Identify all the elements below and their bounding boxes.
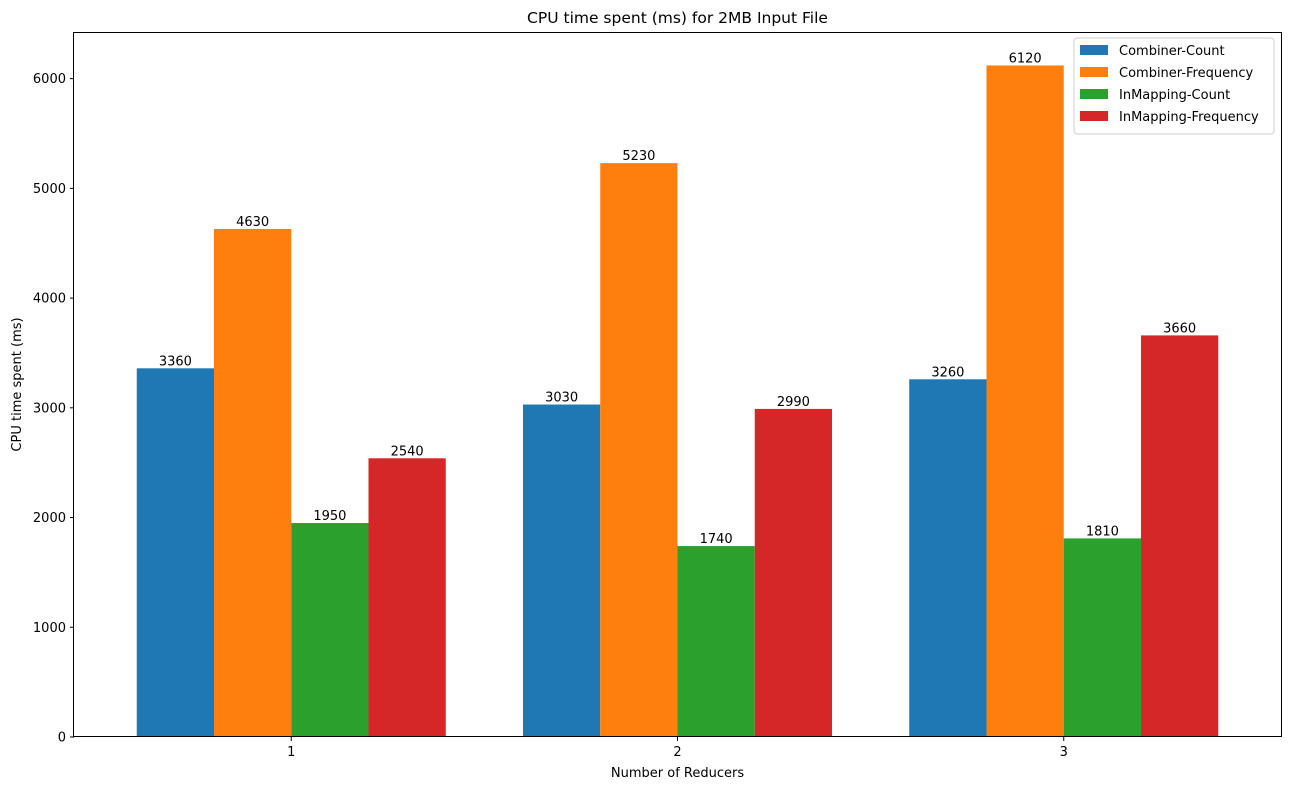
bar-inmapping-frequency-2 <box>754 408 832 737</box>
legend-swatch <box>1080 67 1108 77</box>
bar-combiner-frequency-1 <box>214 228 292 737</box>
y-tick-label: 6000 <box>33 72 66 87</box>
axes-frame <box>73 32 1282 737</box>
bar-inmapping-frequency-1 <box>368 458 446 737</box>
legend-label: InMapping-Frequency <box>1119 110 1259 125</box>
bar-inmapping-count-1 <box>291 523 369 737</box>
legend-label: Combiner-Frequency <box>1119 66 1253 81</box>
legend: Combiner-Count Combiner-Frequency InMappin… <box>1073 37 1275 135</box>
data-label: 1950 <box>313 509 346 524</box>
bar-combiner-count-2 <box>523 404 601 737</box>
x-tick-label: 3 <box>1060 745 1068 760</box>
data-label: 4630 <box>236 215 269 230</box>
y-axis-title: CPU time spent (ms) <box>10 317 25 451</box>
y-tick-label: 2000 <box>33 511 66 526</box>
y-tick-label: 1000 <box>33 621 66 636</box>
legend-label: InMapping-Count <box>1119 88 1230 103</box>
y-tick-label: 0 <box>58 731 66 746</box>
data-label: 3030 <box>545 391 578 406</box>
bar-combiner-frequency-3 <box>986 65 1064 738</box>
x-axis: 1 2 3 <box>287 737 1068 760</box>
legend-swatch <box>1080 89 1108 99</box>
bar-combiner-count-1 <box>136 368 215 737</box>
data-label: 5230 <box>622 149 655 164</box>
data-label: 1740 <box>700 532 733 547</box>
data-label: 3660 <box>1163 321 1196 336</box>
data-label: 1810 <box>1086 524 1119 539</box>
y-tick-label: 3000 <box>33 401 66 416</box>
legend-label: Combiner-Count <box>1119 44 1225 59</box>
data-label: 6120 <box>1009 51 1042 66</box>
y-axis: 0 1000 2000 3000 4000 5000 6000 <box>33 72 74 746</box>
x-tick-label: 2 <box>673 745 681 760</box>
y-tick-label: 4000 <box>33 292 66 307</box>
data-label: 3360 <box>159 354 192 369</box>
data-label: 2540 <box>391 444 424 459</box>
bar-combiner-frequency-2 <box>600 163 678 737</box>
bar-inmapping-count-3 <box>1063 538 1141 737</box>
legend-swatch <box>1080 45 1108 55</box>
plot-area: 3360 3030 3260 4630 5230 6120 1950 1740 1810 2540… <box>136 51 1219 738</box>
x-axis-title: Number of Reducers <box>611 766 744 781</box>
chart-title: CPU time spent (ms) for 2MB Input File <box>527 9 828 27</box>
bar-inmapping-frequency-3 <box>1140 335 1219 737</box>
data-label: 2990 <box>777 395 810 410</box>
bar-combiner-count-3 <box>909 379 987 737</box>
legend-frame <box>1073 37 1275 135</box>
legend-swatch <box>1080 111 1108 121</box>
bar-inmapping-count-2 <box>677 546 755 737</box>
y-tick-label: 5000 <box>33 182 66 197</box>
x-tick-label: 1 <box>287 745 295 760</box>
data-label: 3260 <box>931 365 964 380</box>
